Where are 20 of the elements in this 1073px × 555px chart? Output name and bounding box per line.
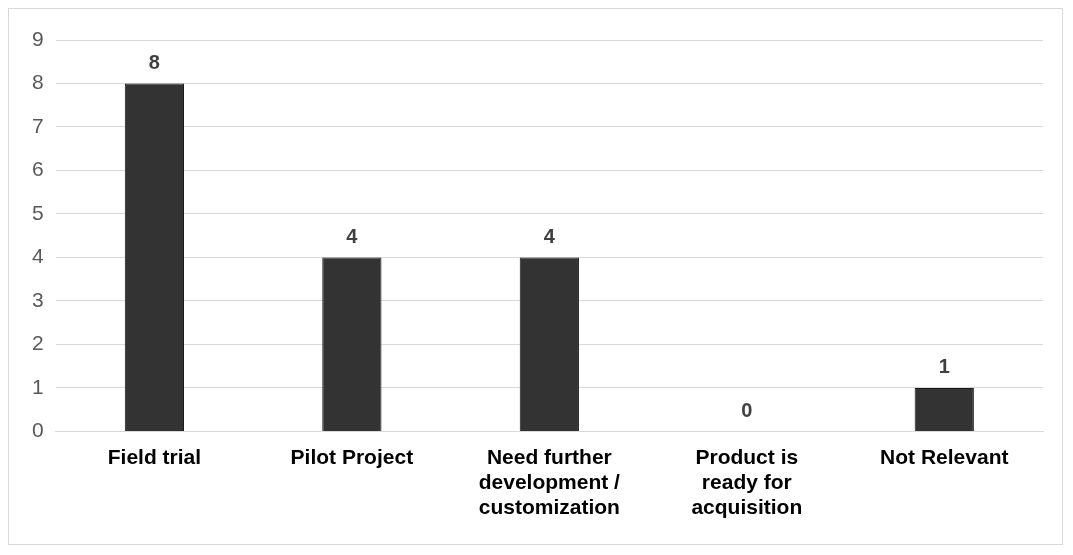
data-label: 4 [346, 224, 359, 247]
x-tick-label: Field trial [107, 444, 202, 468]
y-tick-label: 5 [31, 200, 44, 224]
data-label: 8 [148, 51, 160, 73]
x-tick-label: Need further development / customization [478, 444, 621, 519]
y-tick-label: 7 [31, 113, 44, 137]
data-label: 0 [741, 398, 753, 421]
y-tick-label: 8 [31, 70, 44, 94]
y-tick-label: 2 [31, 331, 44, 355]
y-tick-label: 0 [31, 418, 44, 442]
y-tick-label: 6 [31, 157, 44, 181]
x-tick-label: Pilot Project [290, 444, 414, 468]
y-tick-label: 3 [31, 287, 44, 311]
y-tick-label: 9 [31, 26, 44, 50]
data-label: 1 [938, 355, 950, 378]
x-tick-label: Not Relevant [880, 444, 1009, 468]
data-label: 4 [543, 224, 556, 247]
x-tick-label: Product is ready for acquisition [691, 444, 803, 519]
y-tick-label: 4 [31, 244, 44, 268]
y-tick-label: 1 [31, 374, 44, 398]
